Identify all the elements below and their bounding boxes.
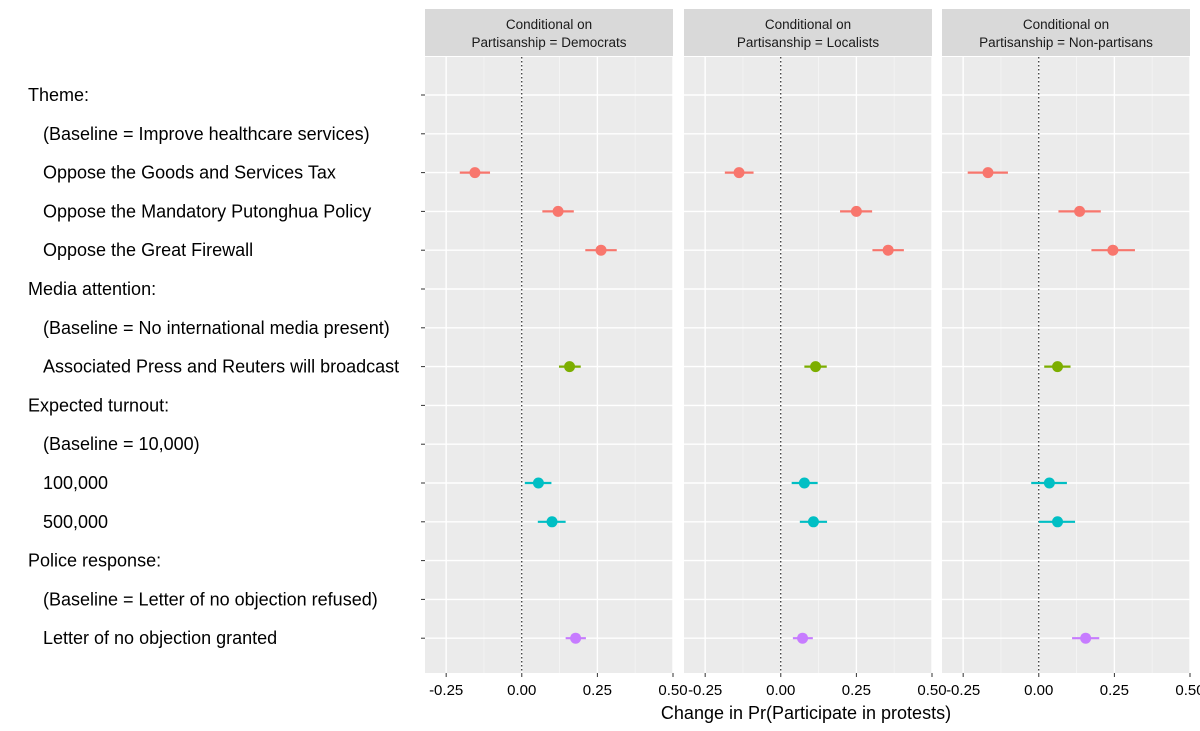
point-oppose-the-mandatory-putonghua-policy [552, 205, 564, 217]
x-tick-label: 0.25 [1100, 682, 1129, 699]
x-tick-label: 0.50 [1175, 682, 1200, 699]
x-tick-label: 0.00 [766, 682, 795, 699]
point-oppose-the-mandatory-putonghua-policy [850, 205, 862, 217]
facet-panel-3: Conditional on Partisanship = Non-partisa… [942, 9, 1200, 699]
x-tick-label: 0.25 [842, 682, 871, 699]
point-oppose-the-mandatory-putonghua-policy [1074, 205, 1086, 217]
point-100-000 [798, 477, 810, 489]
point-500-000 [546, 516, 558, 528]
x-tick-label: -0.25 [688, 682, 722, 699]
x-tick-label: 0.25 [583, 682, 612, 699]
point-100-000 [532, 477, 544, 489]
point-associated-press-and-reuters-will-broadcast [1052, 361, 1064, 373]
point-letter-of-no-objection-granted [570, 632, 582, 644]
point-letter-of-no-objection-granted [1080, 632, 1092, 644]
row-label-police-response: Police response: [28, 551, 161, 571]
facet-panel-2: Conditional on Partisanship = Localists -0… [684, 9, 947, 699]
point-oppose-the-goods-and-services-tax [733, 167, 745, 179]
facet-strip-title-line1: Conditional on [506, 17, 592, 32]
facet-strip-title-line1: Conditional on [765, 17, 851, 32]
point-letter-of-no-objection-granted [797, 632, 809, 644]
point-500-000 [807, 516, 819, 528]
facet-panels: Conditional on Partisanship = Democrats -0… [421, 9, 1200, 699]
facet-strip-title-line2: Partisanship = Non-partisans [979, 35, 1153, 50]
x-axis-title: Change in Pr(Participate in protests) [661, 703, 951, 723]
x-tick-label: -0.25 [946, 682, 980, 699]
facet-panel-1: Conditional on Partisanship = Democrats -0… [421, 9, 688, 699]
point-oppose-the-great-firewall [882, 244, 894, 256]
point-associated-press-and-reuters-will-broadcast [810, 361, 822, 373]
x-tick-label: 0.50 [917, 682, 946, 699]
row-labels: Theme: (Baseline = Improve healthcare ser… [28, 85, 399, 648]
point-500-000 [1052, 516, 1064, 528]
row-label-media-attention: Media attention: [28, 279, 156, 299]
facet-strip-title-line2: Partisanship = Localists [737, 35, 879, 50]
row-label-letter-of-no-objection-granted: Letter of no objection granted [43, 628, 277, 648]
x-tick-label: 0.50 [658, 682, 687, 699]
row-label-oppose-the-great-firewall: Oppose the Great Firewall [43, 240, 253, 260]
x-axis-title-group: Change in Pr(Participate in protests) [661, 703, 951, 723]
row-label-500-000: 500,000 [43, 512, 108, 532]
facet-strip-background [684, 9, 932, 56]
facet-strip-title-line2: Partisanship = Democrats [472, 35, 627, 50]
row-label-baseline-10-000: (Baseline = 10,000) [43, 434, 200, 454]
row-label-expected-turnout: Expected turnout: [28, 395, 169, 415]
panel-background [425, 57, 673, 673]
row-label-associated-press-and-reuters-will-broadcast: Associated Press and Reuters will broadc… [43, 357, 399, 377]
point-oppose-the-great-firewall [595, 244, 607, 256]
point-oppose-the-great-firewall [1107, 244, 1119, 256]
row-label-oppose-the-goods-and-services-tax: Oppose the Goods and Services Tax [43, 163, 336, 183]
facet-strip-background [942, 9, 1190, 56]
facet-strip-background [425, 9, 673, 56]
row-label-baseline-letter-of-no-objection-refused: (Baseline = Letter of no objection refus… [43, 589, 378, 609]
point-oppose-the-goods-and-services-tax [469, 167, 481, 179]
x-tick-label: 0.00 [1024, 682, 1053, 699]
row-label-100-000: 100,000 [43, 473, 108, 493]
row-label-theme: Theme: [28, 85, 89, 105]
point-oppose-the-goods-and-services-tax [982, 167, 994, 179]
point-100-000 [1043, 477, 1055, 489]
x-tick-label: 0.00 [507, 682, 536, 699]
row-label-oppose-the-mandatory-putonghua-policy: Oppose the Mandatory Putonghua Policy [43, 201, 371, 221]
panel-background [684, 57, 932, 673]
facet-strip-title-line1: Conditional on [1023, 17, 1109, 32]
x-tick-label: -0.25 [429, 682, 463, 699]
row-label-baseline-no-international-media-present: (Baseline = No international media prese… [43, 318, 390, 338]
row-label-baseline-improve-healthcare-services: (Baseline = Improve healthcare services) [43, 124, 370, 144]
panel-background [942, 57, 1190, 673]
point-associated-press-and-reuters-will-broadcast [564, 361, 576, 373]
